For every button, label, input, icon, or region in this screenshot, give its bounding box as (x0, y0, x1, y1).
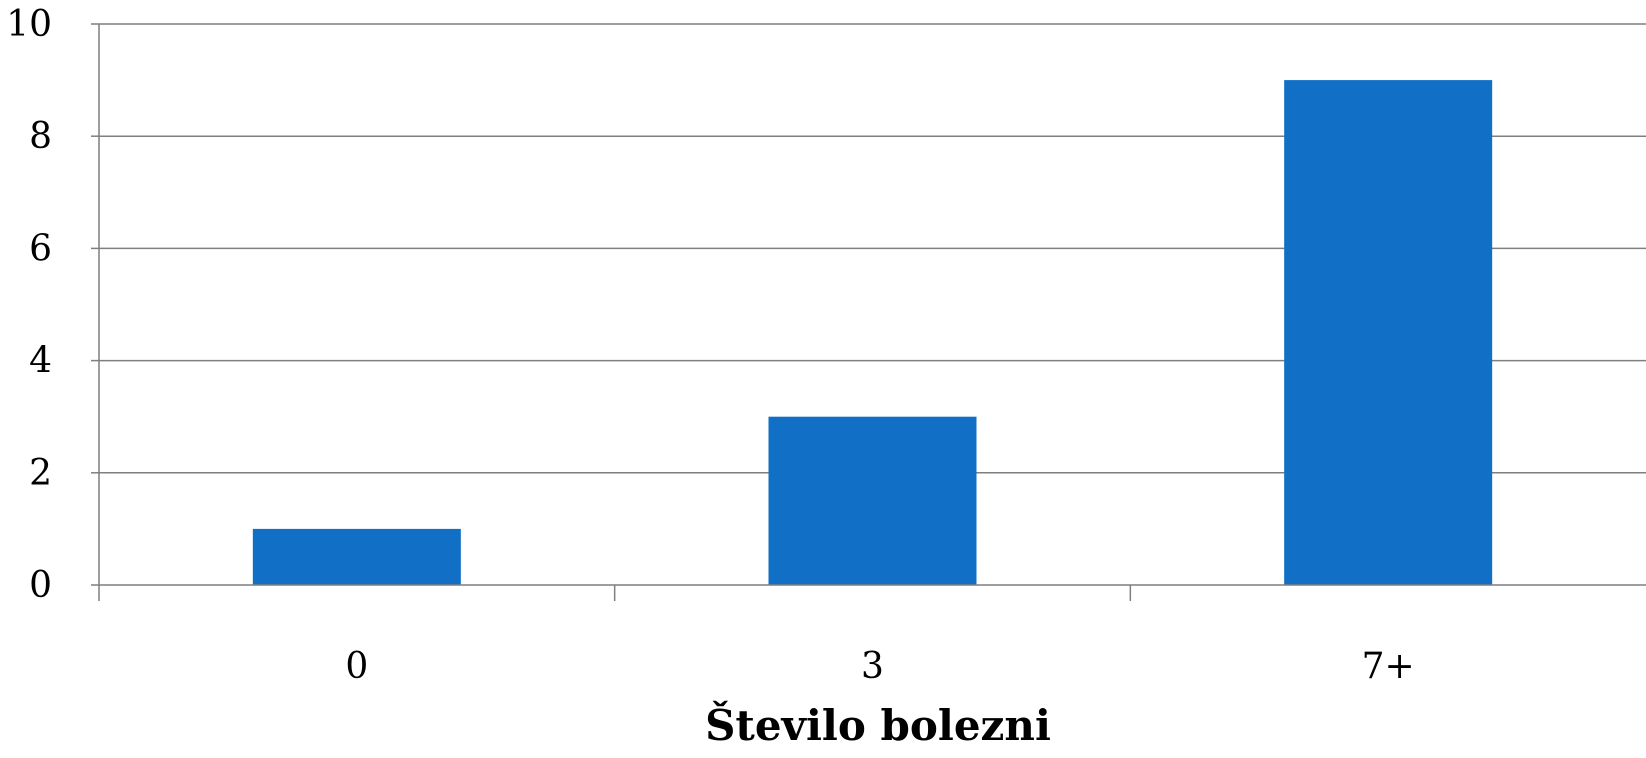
y-tick-label-6: 6 (29, 228, 52, 269)
x-tick-labels: 0 3 7+ (345, 646, 1414, 687)
x-axis-title: Število bolezni (705, 700, 1051, 750)
x-tick-label-7+: 7+ (1362, 646, 1415, 687)
y-tick-label-4: 4 (29, 341, 52, 382)
axes (91, 23, 1646, 601)
x-tick-label-3: 3 (861, 646, 884, 687)
bar-3 (768, 416, 977, 585)
y-tick-labels: 0 2 4 6 8 10 (6, 4, 52, 606)
y-tick-label-2: 2 (29, 453, 52, 494)
bars (252, 80, 1493, 585)
bar-7+ (1284, 80, 1493, 585)
x-tick-label-0: 0 (345, 646, 368, 687)
y-tick-label-0: 0 (29, 565, 52, 606)
y-tick-label-10: 10 (6, 4, 52, 45)
y-tick-label-8: 8 (29, 116, 52, 157)
bar-0 (252, 528, 461, 585)
